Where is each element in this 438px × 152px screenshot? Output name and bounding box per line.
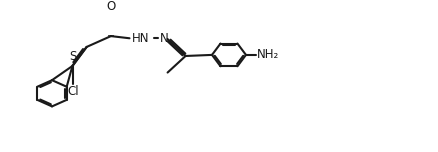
Text: NH₂: NH₂ bbox=[257, 48, 279, 61]
Text: Cl: Cl bbox=[67, 85, 78, 98]
Text: O: O bbox=[106, 0, 116, 13]
Text: HN: HN bbox=[131, 32, 149, 45]
Text: S: S bbox=[69, 50, 76, 63]
Text: N: N bbox=[159, 32, 168, 45]
